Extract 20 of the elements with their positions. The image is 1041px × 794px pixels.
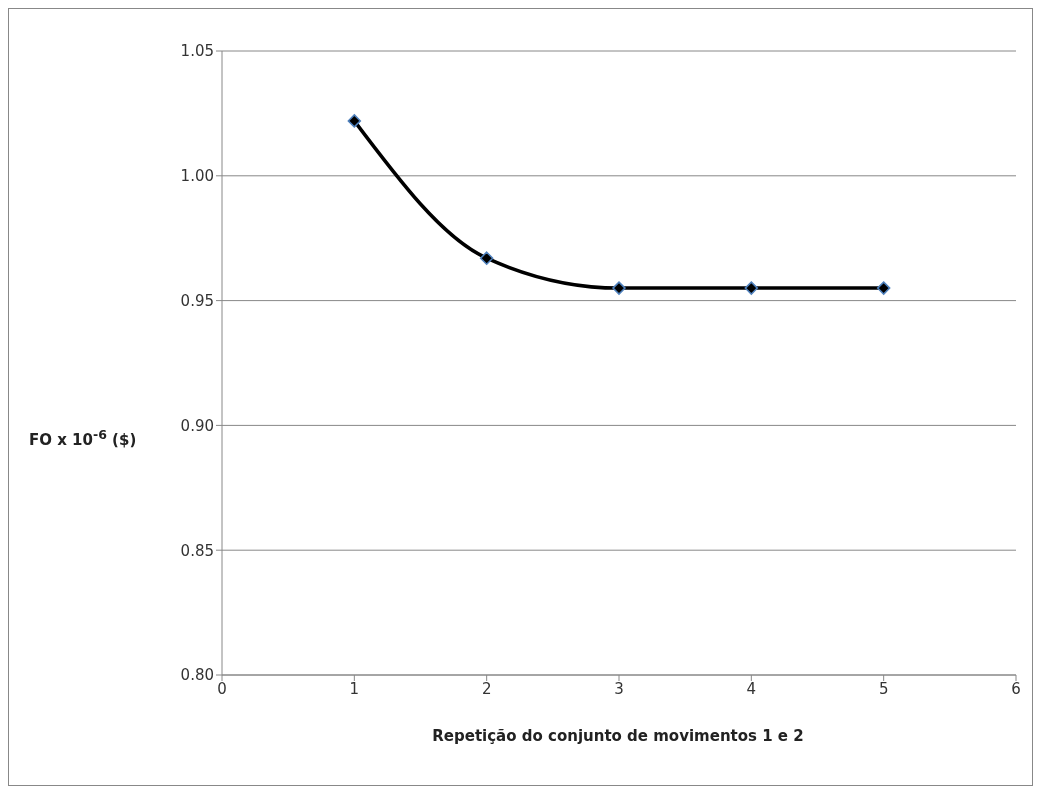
y-tick-label: 1.05	[180, 42, 214, 61]
x-tick-label: 0	[217, 679, 227, 698]
y-tick-label: 0.95	[180, 291, 214, 310]
point	[479, 251, 494, 265]
point	[347, 114, 362, 128]
x-tick-label: 5	[878, 679, 889, 698]
x-tick-label: 4	[746, 679, 757, 698]
x-tick-label: 3	[614, 679, 624, 698]
point	[744, 281, 759, 295]
y-axis-title: FO x 10$^{-6}$ ($)	[29, 427, 137, 449]
y-tick-label: 0.85	[180, 541, 214, 560]
point	[876, 281, 891, 295]
x-tick-label: 6	[1011, 679, 1021, 698]
y-tick-label: 1.00	[180, 167, 214, 186]
point	[612, 281, 626, 295]
x-tick-label: 2	[481, 679, 492, 698]
x-tick-label: 1	[349, 679, 360, 698]
y-tick-label: 0.90	[180, 416, 214, 435]
x-axis-title: Repetição do conjunto de movimentos 1 e 2	[431, 727, 805, 745]
y-tick-label: 0.80	[180, 666, 214, 685]
